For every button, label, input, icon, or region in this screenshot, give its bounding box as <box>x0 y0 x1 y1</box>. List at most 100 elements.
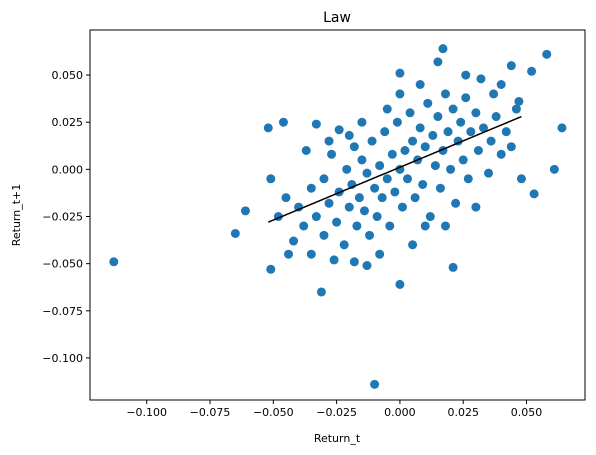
point <box>284 249 294 259</box>
point <box>461 93 471 103</box>
point <box>395 279 405 289</box>
y-tick-label: 0.025 <box>52 116 84 129</box>
point <box>306 249 316 259</box>
point <box>466 127 476 137</box>
point <box>109 257 119 267</box>
point <box>516 174 526 184</box>
point <box>266 264 276 274</box>
point <box>496 80 506 90</box>
point <box>311 212 321 222</box>
point <box>349 142 359 152</box>
y-tick-label: 0.050 <box>52 69 84 82</box>
point <box>324 198 334 208</box>
point <box>433 57 443 67</box>
point <box>324 136 334 146</box>
point <box>506 142 516 152</box>
point <box>425 212 435 222</box>
point <box>372 212 382 222</box>
point <box>438 44 448 54</box>
point <box>549 164 559 174</box>
point <box>430 161 440 171</box>
point <box>266 174 276 184</box>
point <box>397 202 407 212</box>
point <box>418 179 428 189</box>
point <box>332 217 342 227</box>
point <box>440 221 450 231</box>
y-tick-label: −0.075 <box>42 305 83 318</box>
point <box>527 66 537 76</box>
point <box>461 70 471 80</box>
point <box>240 206 250 216</box>
point <box>390 187 400 197</box>
y-tick-label: 0.000 <box>52 163 84 176</box>
point <box>301 146 311 156</box>
point <box>362 168 372 178</box>
point <box>377 193 387 203</box>
point <box>380 127 390 137</box>
point <box>496 149 506 159</box>
point <box>501 127 511 137</box>
point <box>476 74 486 84</box>
point <box>316 287 326 297</box>
x-tick-label: −0.025 <box>316 406 357 419</box>
y-tick-label: −0.100 <box>42 352 83 365</box>
y-tick-label: −0.050 <box>42 258 83 271</box>
y-tick-label: −0.025 <box>42 211 83 224</box>
point <box>357 117 367 127</box>
point <box>311 119 321 129</box>
point <box>362 261 372 271</box>
point <box>352 221 362 231</box>
point <box>329 255 339 265</box>
point <box>428 130 438 140</box>
point <box>342 164 352 174</box>
point <box>542 49 552 59</box>
x-tick-label: 0.000 <box>384 406 416 419</box>
point <box>385 221 395 231</box>
point <box>344 130 354 140</box>
point <box>463 174 473 184</box>
point <box>387 149 397 159</box>
point <box>423 98 433 108</box>
point <box>511 104 521 114</box>
point <box>392 117 402 127</box>
point <box>489 89 499 99</box>
x-tick-label: −0.075 <box>190 406 231 419</box>
point <box>395 89 405 99</box>
point <box>306 183 316 193</box>
x-tick-label: −0.100 <box>126 406 167 419</box>
point <box>415 123 425 133</box>
point <box>375 249 385 259</box>
point <box>319 230 329 240</box>
x-tick-label: 0.025 <box>447 406 479 419</box>
point <box>456 117 466 127</box>
point <box>281 193 291 203</box>
point <box>471 108 481 118</box>
point <box>382 174 392 184</box>
point <box>263 123 273 133</box>
point <box>354 193 364 203</box>
point <box>458 155 468 165</box>
point <box>473 146 483 156</box>
point <box>420 142 430 152</box>
point <box>557 123 567 133</box>
point <box>334 125 344 135</box>
point <box>370 183 380 193</box>
point <box>400 146 410 156</box>
point <box>375 161 385 171</box>
point <box>278 117 288 127</box>
point <box>299 221 309 231</box>
point <box>410 193 420 203</box>
point <box>529 189 539 199</box>
point <box>420 221 430 231</box>
point <box>478 123 488 133</box>
point <box>349 257 359 267</box>
point <box>405 108 415 118</box>
point <box>448 262 458 272</box>
y-axis-label: Return_t+1 <box>10 184 23 247</box>
x-tick-label: 0.050 <box>511 406 543 419</box>
point <box>435 183 445 193</box>
point <box>395 68 405 78</box>
x-axis-label: Return_t <box>314 432 361 445</box>
point <box>514 96 524 106</box>
